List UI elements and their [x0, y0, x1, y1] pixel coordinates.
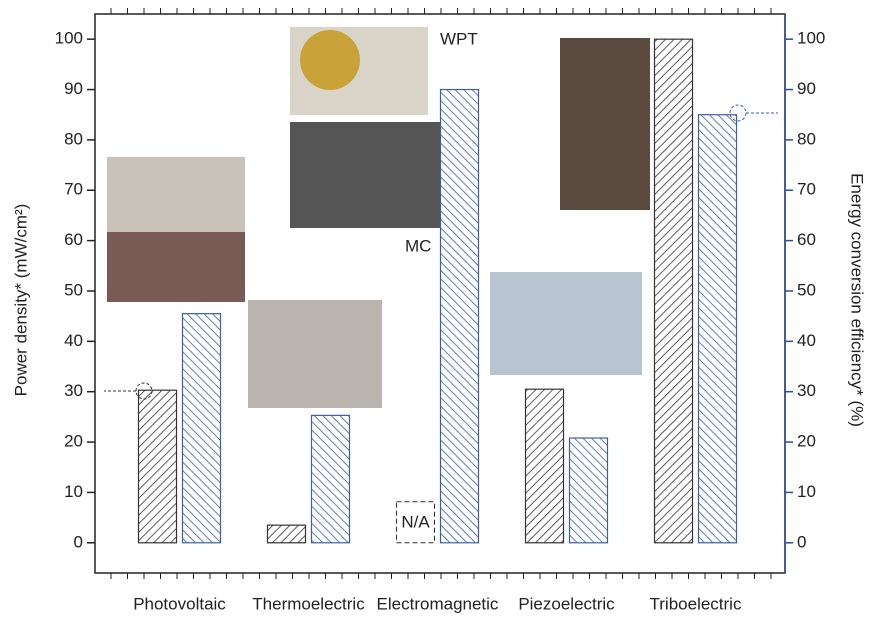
x-tick-label: Thermoelectric	[252, 594, 365, 613]
annotation: MC	[405, 236, 431, 255]
bar	[697, 114, 738, 544]
x-tick-label: Piezoelectric	[518, 594, 615, 613]
y-tick-label: 70	[64, 180, 83, 199]
y2-axis-label: Energy conversion efficiency* (%)	[848, 173, 867, 427]
na-box	[396, 501, 435, 544]
y2-tick-label: 40	[797, 331, 816, 350]
y2-tick-label: 80	[797, 129, 816, 148]
bar	[181, 313, 222, 544]
y2-tick-label: 20	[797, 432, 816, 451]
y-tick-label: 10	[64, 482, 83, 501]
y-tick-label: 90	[64, 79, 83, 98]
y2-tick-label: 50	[797, 280, 816, 299]
y-tick-label: 40	[64, 331, 83, 350]
x-tick-label: Photovoltaic	[133, 594, 226, 613]
annotation: N/A	[401, 512, 430, 531]
bar	[266, 524, 307, 544]
bar	[310, 414, 351, 544]
y2-tick-label: 70	[797, 180, 816, 199]
annotation: WPT	[440, 29, 478, 48]
y-tick-label: 100	[55, 29, 83, 48]
photo	[107, 232, 245, 302]
y-tick-label: 0	[74, 532, 83, 551]
photo	[490, 272, 642, 375]
y-tick-label: 30	[64, 381, 83, 400]
y2-tick-label: 0	[797, 532, 806, 551]
photos	[107, 27, 650, 408]
y-tick-label: 50	[64, 280, 83, 299]
y2-tick-label: 90	[797, 79, 816, 98]
bar	[568, 437, 609, 544]
y-tick-label: 20	[64, 432, 83, 451]
y2-tick-label: 100	[797, 29, 825, 48]
y-tick-label: 60	[64, 230, 83, 249]
bar	[439, 88, 480, 544]
photo	[290, 122, 440, 228]
photo	[560, 38, 650, 210]
bar	[653, 38, 694, 544]
x-tick-label: Triboelectric	[650, 594, 742, 613]
y-tick-label: 80	[64, 129, 83, 148]
photo	[107, 157, 245, 232]
bar	[524, 388, 565, 544]
bar	[137, 389, 178, 544]
x-tick-label: Electromagnetic	[377, 594, 499, 613]
coin	[300, 30, 360, 90]
y2-tick-label: 30	[797, 381, 816, 400]
y2-tick-label: 60	[797, 230, 816, 249]
photo	[248, 300, 382, 408]
y2-tick-label: 10	[797, 482, 816, 501]
y-axis-label: Power density* (mW/cm²)	[11, 204, 30, 397]
